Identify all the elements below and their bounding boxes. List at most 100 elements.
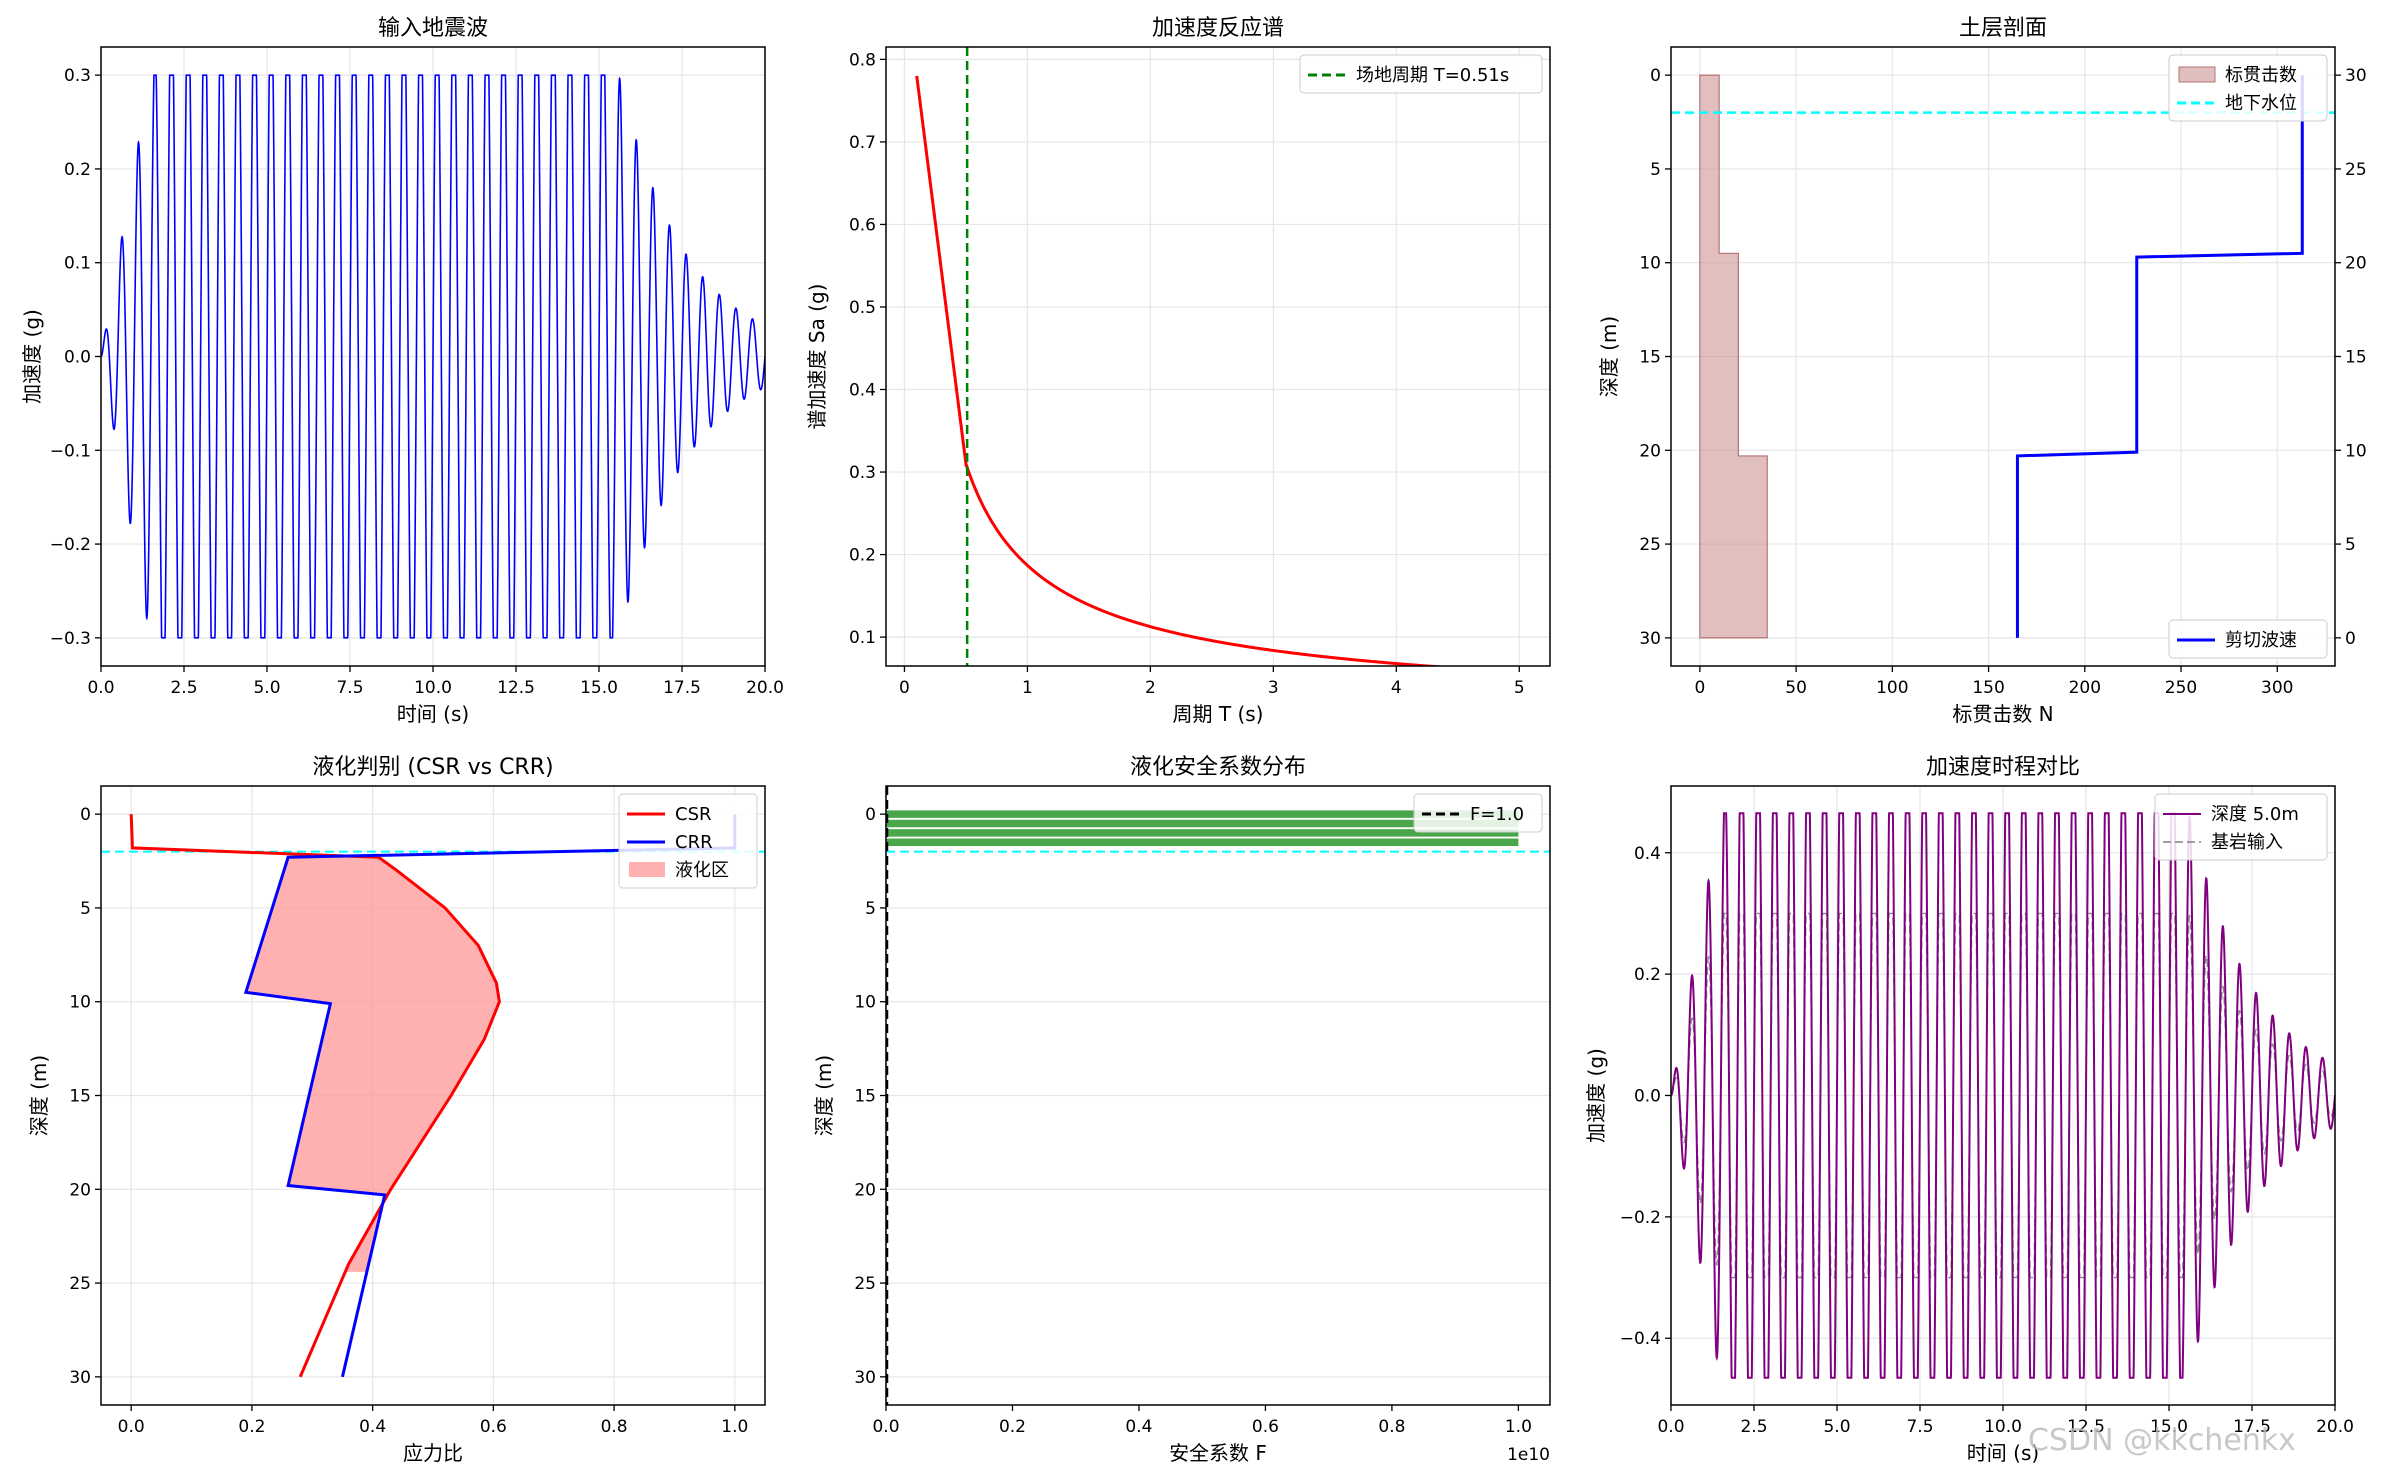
spt-area [1699, 74, 1768, 639]
y-tick-label: 5 [80, 899, 91, 919]
x-tick-label: 0.0 [872, 1417, 899, 1437]
x-tick-label: 100 [1876, 678, 1908, 698]
y-tick-label: 15 [1639, 348, 1661, 368]
plot-area [101, 74, 765, 639]
plot-area [915, 47, 1520, 666]
x-tick-label: 12.5 [497, 678, 535, 698]
x-tick-label: 0.6 [1252, 1417, 1279, 1437]
panel-input-wave: 0.0 2.5 5.0 7.5 10.0 12.5 15.0 17.5 20.0 −0.3 −0.2… [20, 16, 784, 726]
legend-label: 地下水位 [2225, 93, 2297, 114]
y-axis-label: 深度 (m) [1597, 316, 1621, 397]
x-axis-label: 周期 T (s) [1173, 702, 1264, 726]
y-tick-label: 0.7 [849, 133, 876, 153]
y-tick-label: 15 [854, 1087, 876, 1107]
legend-label: 液化区 [675, 860, 729, 881]
legend-label: CRR [675, 832, 713, 853]
grid-lines [1671, 47, 2335, 666]
x-tick-label: 2.5 [170, 678, 197, 698]
x-tick-label: 300 [2261, 678, 2293, 698]
x-tick-label: 0.6 [480, 1417, 507, 1437]
y-tick-label: 0 [865, 805, 876, 825]
y-axis-label: 深度 (m) [812, 1055, 836, 1136]
x-tick-label: 2 [1145, 678, 1156, 698]
safety-factor-bar [886, 829, 1519, 837]
x-tick-label: 4 [1391, 678, 1402, 698]
right-tick-label: 25 [2345, 160, 2367, 180]
plot-area [886, 786, 1550, 1405]
y-tick-label: 0.6 [849, 215, 876, 235]
legend-swatch [2178, 66, 2216, 83]
y-tick-label: 10 [69, 993, 91, 1013]
series-line-input-wave [101, 74, 765, 639]
y-tick-label: 0.5 [849, 298, 876, 318]
y-tick-label: 0.2 [64, 160, 91, 180]
x-tick-label: 10.0 [1984, 1417, 2022, 1437]
grid-lines [886, 47, 1550, 666]
chart-title: 输入地震波 [378, 16, 488, 41]
y-tick-label: −0.2 [1620, 1208, 1661, 1228]
y-tick-label: 0.1 [64, 254, 91, 274]
x-axis-label: 应力比 [403, 1441, 463, 1465]
x-tick-label: 0.8 [601, 1417, 628, 1437]
y-tick-label: 0.8 [849, 50, 876, 70]
grid-lines [885, 786, 1550, 1405]
y-tick-label: −0.4 [1620, 1329, 1661, 1349]
y-tick-label: 0.4 [1634, 844, 1661, 864]
x-tick-label: 5 [1514, 678, 1525, 698]
x-axis-label: 标贯击数 N [1952, 702, 2053, 726]
x-tick-label: 12.5 [2067, 1417, 2105, 1437]
chart-title: 液化安全系数分布 [1130, 755, 1306, 780]
panel-acceleration-comparison: 0.0 2.5 5.0 7.5 10.0 12.5 15.0 17.5 20.0 −0.4 −0.2… [1584, 755, 2354, 1465]
right-tick-label: 5 [2345, 535, 2356, 555]
y-tick-label: 10 [1639, 254, 1661, 274]
watermark-text: CSDN @kkchenkx [2028, 1423, 2296, 1458]
y-tick-label: 20 [69, 1180, 91, 1200]
y-tick-label: 20 [854, 1180, 876, 1200]
y-tick-label: 0.2 [849, 546, 876, 566]
y-tick-label: −0.1 [50, 441, 91, 461]
x-tick-label: 17.5 [663, 678, 701, 698]
x-tick-label: 0 [1694, 678, 1705, 698]
x-tick-label: 15.0 [580, 678, 618, 698]
series-line-depth-5m [1671, 812, 2335, 1379]
chart-title: 土层剖面 [1959, 16, 2047, 41]
y-tick-label: 30 [69, 1368, 91, 1388]
x-tick-label: 1.0 [721, 1417, 748, 1437]
x-axis-label: 时间 (s) [397, 702, 469, 726]
x-tick-label: 250 [2165, 678, 2197, 698]
y-tick-label: 5 [865, 899, 876, 919]
x-tick-label: 5.0 [1823, 1417, 1850, 1437]
safety-factor-bar [886, 819, 1519, 828]
x-tick-label: 50 [1785, 678, 1807, 698]
x-tick-label: 0.4 [359, 1417, 386, 1437]
x-tick-label: 0.4 [1125, 1417, 1152, 1437]
right-tick-label: 10 [2345, 441, 2367, 461]
liquefaction-zone [245, 857, 500, 1272]
x-tick-label: 20.0 [746, 678, 784, 698]
right-tick-label: 15 [2345, 348, 2367, 368]
y-tick-label: 20 [1639, 441, 1661, 461]
offset-text: 1e10 [1507, 1445, 1550, 1465]
right-tick-label: 30 [2345, 66, 2367, 86]
y-tick-label: 0 [80, 805, 91, 825]
legend-swatch [629, 862, 665, 877]
y-tick-label: 10 [854, 993, 876, 1013]
x-tick-label: 2.5 [1740, 1417, 1767, 1437]
y-tick-label: 0.2 [1634, 965, 1661, 985]
x-tick-label: 7.5 [1906, 1417, 1933, 1437]
y-tick-label: 25 [854, 1274, 876, 1294]
y-tick-label: −0.2 [50, 535, 91, 555]
x-tick-label: 0.2 [999, 1417, 1026, 1437]
legend-label: 标贯击数 [2225, 65, 2297, 86]
x-tick-label: 15.0 [2150, 1417, 2188, 1437]
y-axis-label: 谱加速度 Sa (g) [805, 284, 829, 430]
y-tick-label: 25 [69, 1274, 91, 1294]
y-tick-label: 30 [854, 1368, 876, 1388]
chart-title: 加速度反应谱 [1152, 16, 1284, 41]
y-axis-label: 深度 (m) [27, 1055, 51, 1136]
legend-box [2168, 619, 2328, 659]
right-tick-label: 20 [2345, 254, 2367, 274]
plot-area [1671, 812, 2335, 1379]
